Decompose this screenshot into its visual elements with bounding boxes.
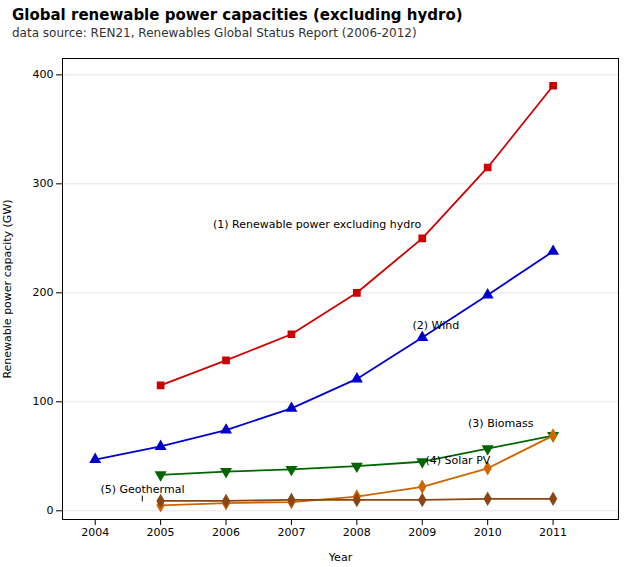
svg-text:2004: 2004	[81, 526, 109, 539]
svg-text:2007: 2007	[277, 526, 305, 539]
svg-text:(5) Geothermal: (5) Geothermal	[100, 483, 184, 496]
svg-text:2011: 2011	[539, 526, 567, 539]
svg-text:Renewable power capacity (GW): Renewable power capacity (GW)	[1, 199, 14, 378]
svg-text:Year: Year	[328, 551, 353, 564]
svg-text:300: 300	[33, 177, 54, 190]
svg-text:400: 400	[33, 68, 54, 81]
html-text:Global renewable power capacit: Global renewable power capacities (exclu…	[12, 6, 463, 24]
svg-text:2005: 2005	[147, 526, 175, 539]
svg-text:2009: 2009	[408, 526, 436, 539]
svg-text:2010: 2010	[474, 526, 502, 539]
html-text:data source: REN21, Renewables: data source: REN21, Renewables Global St…	[12, 26, 417, 40]
svg-text:100: 100	[33, 395, 54, 408]
svg-text:(3) Biomass: (3) Biomass	[468, 417, 534, 430]
svg-text:(2) Wind: (2) Wind	[412, 319, 459, 332]
svg-text:200: 200	[33, 286, 54, 299]
svg-text:(4) Solar PV: (4) Solar PV	[426, 454, 491, 467]
svg-text:2008: 2008	[343, 526, 371, 539]
svg-text:(1) Renewable power excluding: (1) Renewable power excluding hydro	[213, 218, 421, 231]
svg-text:0: 0	[47, 504, 54, 517]
svg-text:2006: 2006	[212, 526, 240, 539]
